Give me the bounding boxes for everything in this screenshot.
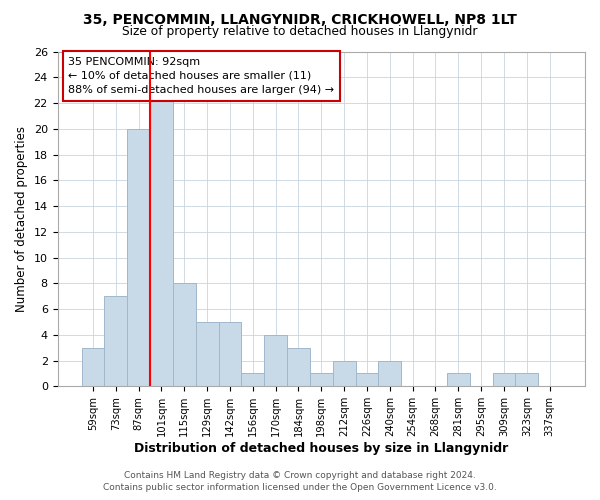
Bar xyxy=(82,348,104,387)
Bar xyxy=(150,90,173,386)
Bar xyxy=(310,374,332,386)
Bar xyxy=(104,296,127,386)
Text: Contains HM Land Registry data © Crown copyright and database right 2024.
Contai: Contains HM Land Registry data © Crown c… xyxy=(103,471,497,492)
X-axis label: Distribution of detached houses by size in Llangynidr: Distribution of detached houses by size … xyxy=(134,442,508,455)
Text: Size of property relative to detached houses in Llangynidr: Size of property relative to detached ho… xyxy=(122,25,478,38)
Bar xyxy=(515,374,538,386)
Bar xyxy=(127,129,150,386)
Text: 35, PENCOMMIN, LLANGYNIDR, CRICKHOWELL, NP8 1LT: 35, PENCOMMIN, LLANGYNIDR, CRICKHOWELL, … xyxy=(83,12,517,26)
Bar xyxy=(287,348,310,387)
Text: 35 PENCOMMIN: 92sqm
← 10% of detached houses are smaller (11)
88% of semi-detach: 35 PENCOMMIN: 92sqm ← 10% of detached ho… xyxy=(68,56,334,96)
Y-axis label: Number of detached properties: Number of detached properties xyxy=(15,126,28,312)
Bar xyxy=(356,374,379,386)
Bar xyxy=(379,360,401,386)
Bar xyxy=(218,322,241,386)
Bar xyxy=(173,284,196,387)
Bar xyxy=(447,374,470,386)
Bar xyxy=(241,374,264,386)
Bar xyxy=(264,335,287,386)
Bar xyxy=(196,322,218,386)
Bar xyxy=(332,360,356,386)
Bar xyxy=(493,374,515,386)
